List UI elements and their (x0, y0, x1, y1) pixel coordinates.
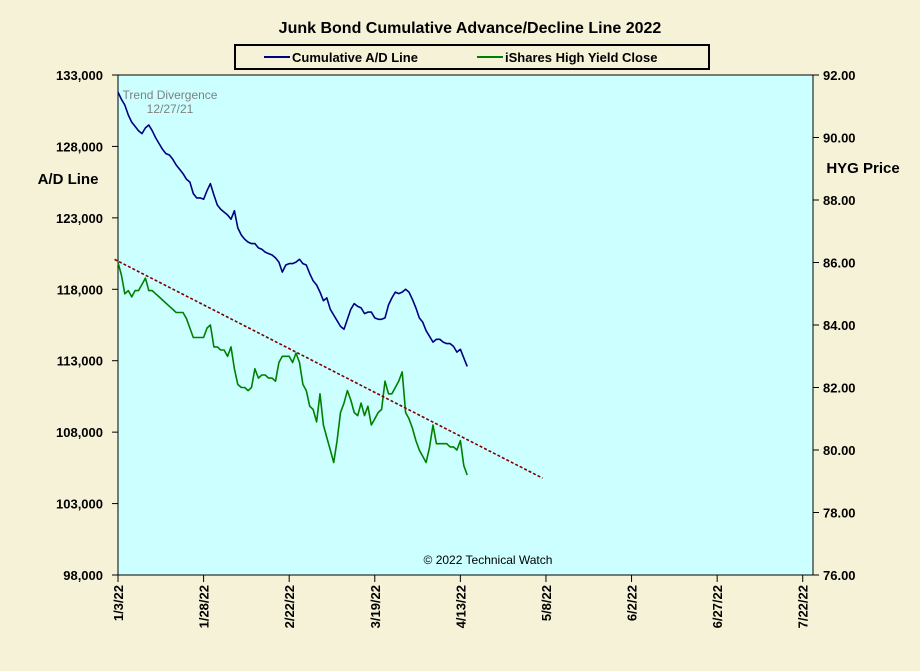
x-axis-tick-label: 3/19/22 (368, 585, 383, 628)
right-axis-tick-label: 92.00 (823, 68, 856, 83)
series-line-ad (117, 91, 468, 367)
legend: Cumulative A/D Line iShares High Yield C… (234, 44, 710, 70)
left-axis-tick-label: 98,000 (63, 568, 103, 583)
x-axis-tick-label: 1/28/22 (197, 585, 212, 628)
legend-label-ad-line: Cumulative A/D Line (292, 50, 418, 65)
x-axis-tick-label: 1/3/22 (111, 585, 126, 621)
series-line-hyg (117, 262, 468, 476)
plot-area (117, 74, 814, 576)
left-axis-tick-label: 118,000 (57, 282, 103, 297)
right-axis-tick-label: 82.00 (823, 381, 856, 396)
right-axis-tick-label: 80.00 (823, 443, 856, 458)
x-axis-tick-label: 4/13/22 (453, 585, 468, 628)
right-axis-tick-label: 84.00 (823, 318, 856, 333)
right-axis-tick-label: 76.00 (823, 568, 856, 583)
copyright-text: © 2022 Technical Watch (424, 553, 553, 567)
x-axis-tick-label: 2/22/22 (282, 585, 297, 628)
right-axis-tick-label: 88.00 (823, 193, 856, 208)
left-axis-tick-label: 133,000 (56, 68, 103, 83)
left-axis: 133,000 128,000 123,000 118,000 113,000 108,0… (56, 68, 118, 583)
x-axis-tick-label: 5/8/22 (539, 585, 554, 621)
left-axis-tick-label: 113,000 (57, 354, 103, 369)
left-axis-tick-label: 103,000 (56, 497, 103, 512)
x-axis-tick-label: 6/27/22 (710, 585, 725, 628)
right-axis-title: HYG Price (826, 160, 899, 177)
series-layer (114, 91, 543, 479)
right-axis: 92.00 90.00 88.00 86.00 84.00 82.00 80.00 78.00… (813, 68, 856, 583)
x-axis-tick-label: 6/2/22 (625, 585, 640, 621)
legend-label-hyg: iShares High Yield Close (505, 50, 657, 65)
left-axis-tick-label: 123,000 (56, 211, 103, 226)
left-axis-tick-label: 128,000 (56, 139, 103, 154)
left-axis-tick-label: 108,000 (56, 425, 103, 440)
right-axis-tick-label: 86.00 (823, 256, 856, 271)
annotation-date: 12/27/21 (147, 102, 194, 116)
x-axis-tick-label: 7/22/22 (796, 585, 811, 628)
annotation-trend-divergence: Trend Divergence (123, 88, 218, 102)
right-axis-tick-label: 78.00 (823, 506, 856, 521)
left-axis-title: A/D Line (38, 171, 99, 188)
chart-title: Junk Bond Cumulative Advance/Decline Lin… (279, 20, 662, 37)
right-axis-tick-label: 90.00 (823, 131, 856, 146)
x-axis: 1/3/22 1/28/22 2/22/22 3/19/22 4/13/22 5/8/22… (111, 575, 811, 628)
trend-line (114, 258, 543, 479)
